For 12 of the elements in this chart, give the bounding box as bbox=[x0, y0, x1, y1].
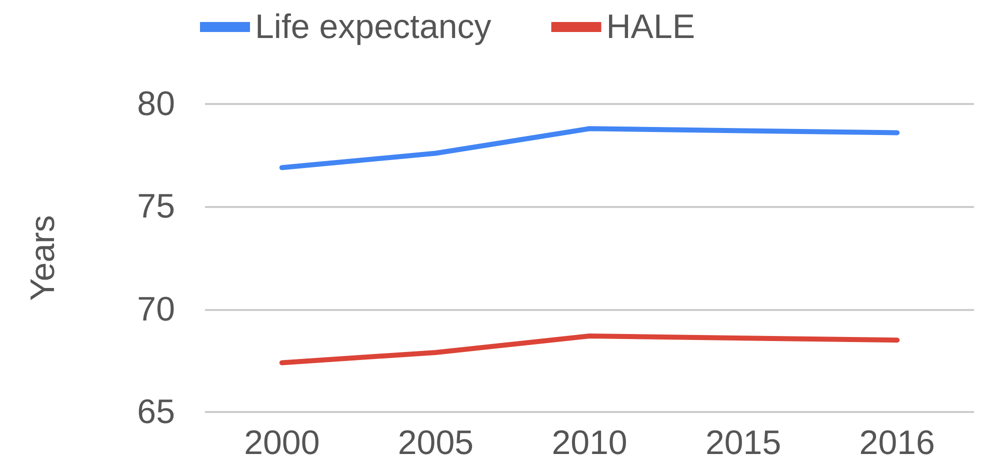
y-axis-title: Years bbox=[24, 215, 62, 301]
y-tick-label: 70 bbox=[137, 290, 175, 328]
y-tick-label: 75 bbox=[137, 188, 175, 226]
legend-label: Life expectancy bbox=[255, 8, 492, 46]
y-tick-label: 80 bbox=[137, 85, 175, 123]
x-tick-label: 2000 bbox=[244, 424, 320, 462]
x-tick-label: 2010 bbox=[552, 424, 628, 462]
legend-label: HALE bbox=[606, 8, 696, 46]
x-tick-label: 2015 bbox=[705, 424, 782, 462]
x-tick-label: 2005 bbox=[398, 424, 474, 462]
y-tick-label: 65 bbox=[137, 393, 175, 431]
x-tick-label: 2016 bbox=[859, 424, 935, 462]
